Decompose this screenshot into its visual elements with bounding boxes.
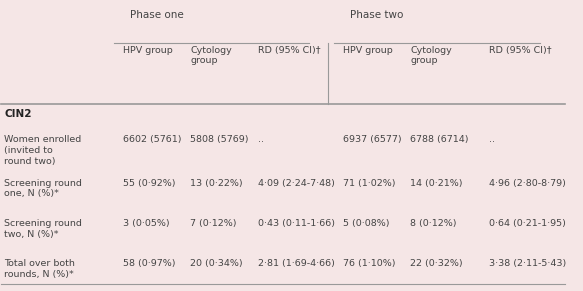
Text: 6788 (6714): 6788 (6714)	[410, 135, 469, 144]
Text: 5808 (5769): 5808 (5769)	[190, 135, 249, 144]
Text: 0·64 (0·21-1·95): 0·64 (0·21-1·95)	[489, 219, 566, 228]
Text: 5 (0·08%): 5 (0·08%)	[343, 219, 389, 228]
Text: 20 (0·34%): 20 (0·34%)	[190, 259, 243, 268]
Text: ..: ..	[489, 135, 495, 144]
Text: 4·96 (2·80-8·79): 4·96 (2·80-8·79)	[489, 179, 566, 188]
Text: RD (95% CI)†: RD (95% CI)†	[258, 46, 321, 55]
Text: Phase one: Phase one	[129, 10, 184, 20]
Text: 71 (1·02%): 71 (1·02%)	[343, 179, 395, 188]
Text: CIN2: CIN2	[4, 109, 31, 120]
Text: 3 (0·05%): 3 (0·05%)	[122, 219, 169, 228]
Text: Screening round
two, N (%)*: Screening round two, N (%)*	[4, 219, 82, 239]
Text: 4·09 (2·24-7·48): 4·09 (2·24-7·48)	[258, 179, 335, 188]
Text: HPV group: HPV group	[122, 46, 173, 55]
Text: HPV group: HPV group	[343, 46, 392, 55]
Text: 8 (0·12%): 8 (0·12%)	[410, 219, 456, 228]
Text: Cytology
group: Cytology group	[190, 46, 232, 65]
Text: 6937 (6577): 6937 (6577)	[343, 135, 401, 144]
Text: 6602 (5761): 6602 (5761)	[122, 135, 181, 144]
Text: Cytology
group: Cytology group	[410, 46, 452, 65]
Text: RD (95% CI)†: RD (95% CI)†	[489, 46, 552, 55]
Text: 76 (1·10%): 76 (1·10%)	[343, 259, 395, 268]
Text: 2·81 (1·69-4·66): 2·81 (1·69-4·66)	[258, 259, 335, 268]
Text: 7 (0·12%): 7 (0·12%)	[190, 219, 237, 228]
Text: 13 (0·22%): 13 (0·22%)	[190, 179, 243, 188]
Text: 14 (0·21%): 14 (0·21%)	[410, 179, 463, 188]
Text: Total over both
rounds, N (%)*: Total over both rounds, N (%)*	[4, 259, 75, 279]
Text: 3·38 (2·11-5·43): 3·38 (2·11-5·43)	[489, 259, 567, 268]
Text: Women enrolled
(invited to
round two): Women enrolled (invited to round two)	[4, 135, 82, 166]
Text: Phase two: Phase two	[350, 10, 403, 20]
Text: 55 (0·92%): 55 (0·92%)	[122, 179, 175, 188]
Text: 22 (0·32%): 22 (0·32%)	[410, 259, 463, 268]
Text: 0·43 (0·11-1·66): 0·43 (0·11-1·66)	[258, 219, 335, 228]
Text: Screening round
one, N (%)*: Screening round one, N (%)*	[4, 179, 82, 198]
Text: 58 (0·97%): 58 (0·97%)	[122, 259, 175, 268]
Text: ..: ..	[258, 135, 264, 144]
